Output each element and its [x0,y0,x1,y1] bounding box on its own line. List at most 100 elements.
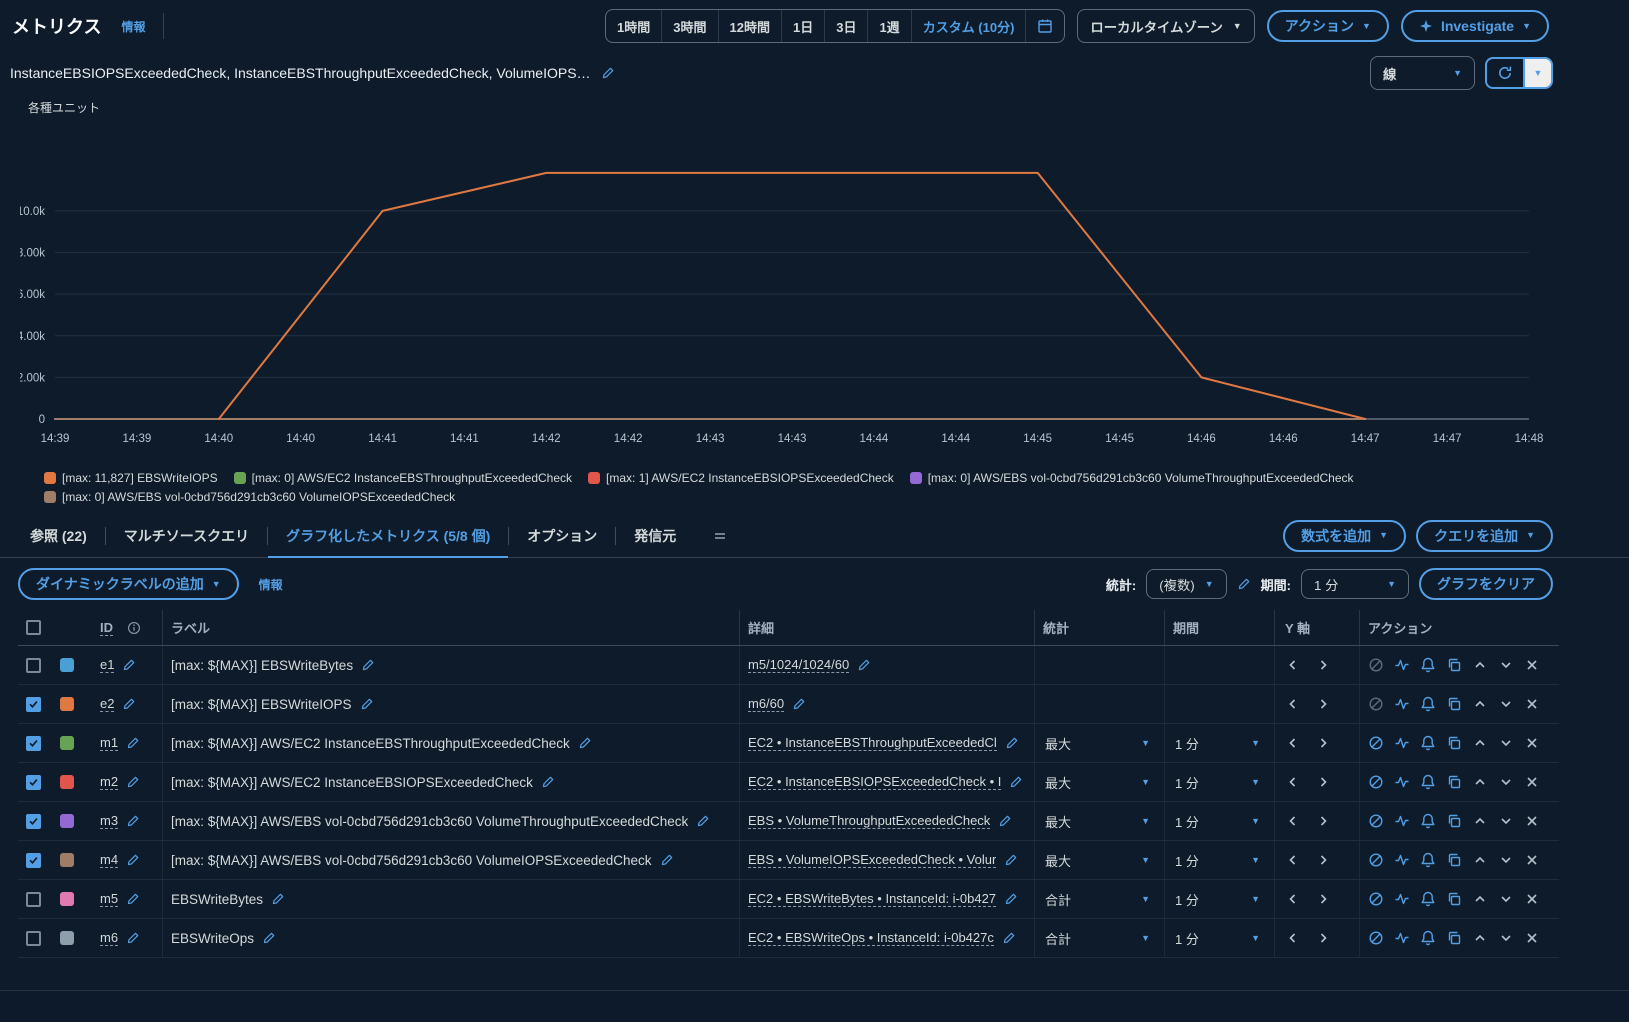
edit-detail-icon[interactable] [1009,775,1023,789]
row-statistic-select[interactable]: 最大 ▼ [1043,773,1156,792]
metric-id-link[interactable]: e2 [100,696,115,712]
alarm-bell-icon[interactable] [1420,930,1436,946]
row-statistic-select[interactable]: 最大 ▼ [1043,734,1156,753]
chart-type-select[interactable]: 線 ▼ [1370,56,1475,90]
metric-detail-link[interactable]: EC2 • EBSWriteOps • InstanceId: i-0b427c [748,930,994,946]
metric-id-link[interactable]: e1 [100,657,115,673]
investigate-button[interactable]: Investigate ▼ [1400,10,1549,42]
move-down-icon[interactable] [1498,696,1514,712]
tab-item-3[interactable]: オプション [527,527,598,544]
panel-resize-handle-icon[interactable] [712,528,728,544]
y-axis-left-icon[interactable] [1285,891,1301,907]
tab-item-0[interactable]: 参照 (22) [30,527,87,544]
edit-label-icon[interactable] [361,658,375,672]
edit-label-icon[interactable] [541,775,555,789]
edit-label-icon[interactable] [578,736,592,750]
edit-label-icon[interactable] [696,814,710,828]
legend-item[interactable]: [max: 0] AWS/EBS vol-0cbd756d291cb3c60 V… [909,471,1354,485]
edit-id-icon[interactable] [126,853,140,867]
edit-graph-title-icon[interactable] [601,66,615,80]
edit-id-icon[interactable] [126,931,140,945]
alarm-bell-icon[interactable] [1420,813,1436,829]
metric-id-link[interactable]: m3 [100,813,119,829]
move-up-icon[interactable] [1472,735,1488,751]
row-checkbox[interactable] [26,696,41,712]
anomaly-detection-icon[interactable] [1394,852,1410,868]
time-range-button[interactable]: 1日 [780,10,824,42]
alarm-bell-icon[interactable] [1420,891,1436,907]
edit-detail-icon[interactable] [857,658,871,672]
y-axis-left-icon[interactable] [1285,852,1301,868]
refresh-button[interactable] [1485,57,1525,89]
tab-item-4[interactable]: 発信元 [634,527,677,544]
remove-icon[interactable] [1524,852,1540,868]
y-axis-right-icon[interactable] [1315,891,1331,907]
move-down-icon[interactable] [1498,735,1514,751]
y-axis-right-icon[interactable] [1315,657,1331,673]
y-axis-right-icon[interactable] [1315,930,1331,946]
legend-item[interactable]: [max: 11,827] EBSWriteIOPS [44,471,218,485]
add-query-button[interactable]: クエリを追加 ▼ [1416,519,1553,552]
tab-item-1[interactable]: マルチソースクエリ [123,527,250,544]
anomaly-detection-icon[interactable] [1394,735,1410,751]
duplicate-icon[interactable] [1446,852,1462,868]
ban-icon[interactable] [1368,813,1384,829]
time-range-button[interactable]: 12時間 [717,10,781,42]
metric-detail-link[interactable]: EC2 • EBSWriteBytes • InstanceId: i-0b42… [748,891,997,907]
y-axis-left-icon[interactable] [1285,813,1301,829]
ban-icon[interactable] [1368,696,1384,712]
anomaly-detection-icon[interactable] [1394,930,1410,946]
edit-id-icon[interactable] [126,736,140,750]
period-select[interactable]: 1 分 ▼ [1301,569,1409,599]
edit-id-icon[interactable] [126,775,140,789]
y-axis-left-icon[interactable] [1285,774,1301,790]
anomaly-detection-icon[interactable] [1394,696,1410,712]
edit-detail-icon[interactable] [1005,736,1019,750]
edit-label-icon[interactable] [660,853,674,867]
info-link[interactable]: 情報 [121,19,146,34]
row-checkbox[interactable] [26,930,41,946]
remove-icon[interactable] [1524,657,1540,673]
y-axis-right-icon[interactable] [1315,696,1331,712]
duplicate-icon[interactable] [1446,657,1462,673]
calendar-button[interactable] [1025,10,1064,42]
move-up-icon[interactable] [1472,696,1488,712]
row-checkbox[interactable] [26,735,41,751]
metric-detail-link[interactable]: EC2 • InstanceEBSIOPSExceededCheck • I [748,774,1002,790]
time-range-button[interactable]: 3時間 [661,10,717,42]
alarm-bell-icon[interactable] [1420,735,1436,751]
clear-graph-button[interactable]: グラフをクリア [1419,568,1553,600]
y-axis-right-icon[interactable] [1315,774,1331,790]
row-period-select[interactable]: 1 分 ▼ [1173,773,1266,792]
row-statistic-select[interactable]: 最大 ▼ [1043,812,1156,831]
y-axis-right-icon[interactable] [1315,813,1331,829]
metric-id-link[interactable]: m5 [100,891,119,907]
row-checkbox[interactable] [26,852,41,868]
y-axis-right-icon[interactable] [1315,852,1331,868]
ban-icon[interactable] [1368,930,1384,946]
move-up-icon[interactable] [1472,657,1488,673]
time-range-button[interactable]: 3日 [824,10,867,42]
duplicate-icon[interactable] [1446,930,1462,946]
edit-label-icon[interactable] [360,697,374,711]
time-range-button[interactable]: 1時間 [606,10,661,42]
dynamic-label-button[interactable]: ダイナミックラベルの追加 ▼ [18,568,239,600]
move-down-icon[interactable] [1498,852,1514,868]
duplicate-icon[interactable] [1446,813,1462,829]
edit-id-icon[interactable] [126,814,140,828]
move-up-icon[interactable] [1472,813,1488,829]
move-down-icon[interactable] [1498,657,1514,673]
row-period-select[interactable]: 1 分 ▼ [1173,812,1266,831]
metric-detail-link[interactable]: m5/1024/1024/60 [748,657,850,673]
anomaly-detection-icon[interactable] [1394,657,1410,673]
edit-detail-icon[interactable] [1004,892,1018,906]
edit-label-icon[interactable] [262,931,276,945]
edit-id-icon[interactable] [122,658,136,672]
y-axis-left-icon[interactable] [1285,735,1301,751]
ban-icon[interactable] [1368,852,1384,868]
row-period-select[interactable]: 1 分 ▼ [1173,734,1266,753]
move-up-icon[interactable] [1472,774,1488,790]
metric-id-link[interactable]: m4 [100,852,119,868]
duplicate-icon[interactable] [1446,774,1462,790]
metric-detail-link[interactable]: m6/60 [748,696,785,712]
